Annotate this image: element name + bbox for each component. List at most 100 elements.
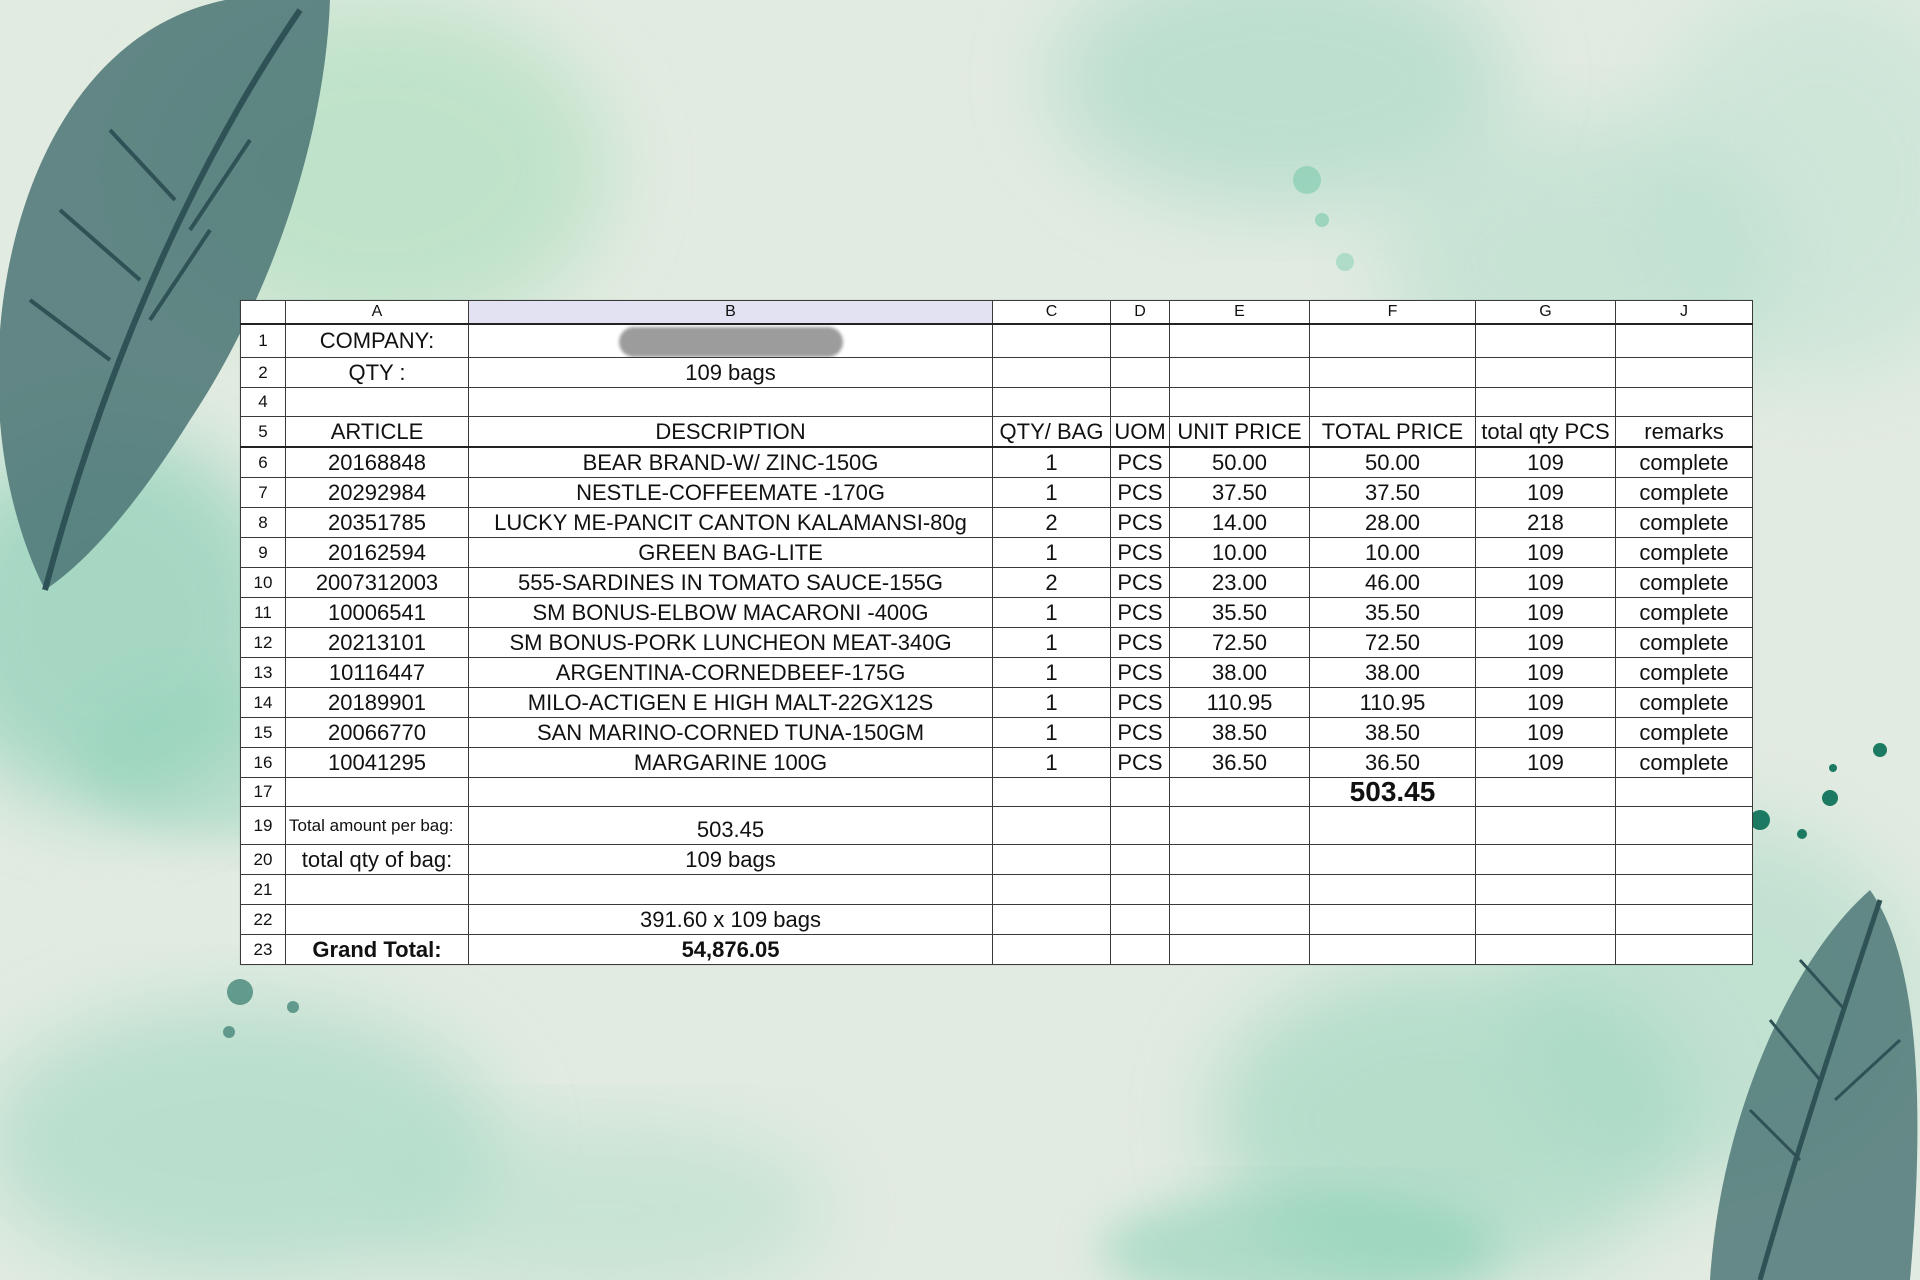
row-number[interactable]: 7 [240, 477, 286, 508]
cell[interactable] [1615, 904, 1753, 935]
total-qty-cell[interactable]: 109 [1475, 657, 1616, 688]
cell[interactable] [285, 777, 469, 807]
cell[interactable] [1309, 806, 1476, 845]
cell[interactable] [1169, 904, 1310, 935]
header-total-price[interactable]: TOTAL PRICE [1309, 416, 1476, 448]
row-number[interactable]: 15 [240, 717, 286, 748]
row-number[interactable]: 14 [240, 687, 286, 718]
qty-cell[interactable]: 1 [992, 477, 1111, 508]
article-cell[interactable]: 10116447 [285, 657, 469, 688]
qty-cell[interactable]: 2 [992, 507, 1111, 538]
cell[interactable] [468, 387, 993, 417]
total-price-cell[interactable]: 110.95 [1309, 687, 1476, 718]
cell[interactable] [1110, 844, 1170, 875]
qty-cell[interactable]: 1 [992, 597, 1111, 628]
column-header-a[interactable]: A [285, 300, 469, 325]
cell[interactable] [1475, 357, 1616, 388]
total-price-cell[interactable]: 36.50 [1309, 747, 1476, 778]
total-qty-cell[interactable]: 109 [1475, 446, 1616, 478]
unit-price-cell[interactable]: 38.00 [1169, 657, 1310, 688]
cell[interactable] [1475, 806, 1616, 845]
description-cell[interactable]: GREEN BAG-LITE [468, 537, 993, 568]
cell[interactable] [1475, 777, 1616, 807]
row-number[interactable]: 23 [240, 934, 286, 965]
total-price-cell[interactable]: 46.00 [1309, 567, 1476, 598]
total-qty-cell[interactable]: 109 [1475, 537, 1616, 568]
article-cell[interactable]: 2007312003 [285, 567, 469, 598]
description-cell[interactable]: ARGENTINA-CORNEDBEEF-175G [468, 657, 993, 688]
uom-cell[interactable]: PCS [1110, 537, 1170, 568]
cell[interactable] [992, 934, 1111, 965]
row-number[interactable]: 2 [240, 357, 286, 388]
calc-text[interactable]: 391.60 x 109 bags [468, 904, 993, 935]
cell[interactable] [992, 904, 1111, 935]
header-total-qty-pcs[interactable]: total qty PCS [1475, 416, 1616, 448]
remarks-cell[interactable]: complete [1615, 507, 1753, 538]
cell[interactable] [1169, 323, 1310, 358]
total-qty-cell[interactable]: 109 [1475, 477, 1616, 508]
column-header-c[interactable]: C [992, 300, 1111, 325]
row-number[interactable]: 4 [240, 387, 286, 417]
qty-cell[interactable]: 1 [992, 687, 1111, 718]
cell[interactable] [992, 777, 1111, 807]
unit-price-cell[interactable]: 50.00 [1169, 446, 1310, 478]
cell[interactable] [992, 323, 1111, 358]
total-qty-bag-label[interactable]: total qty of bag: [285, 844, 469, 875]
company-value[interactable] [468, 323, 993, 358]
cell[interactable] [1169, 777, 1310, 807]
total-qty-cell[interactable]: 218 [1475, 507, 1616, 538]
cell[interactable] [1169, 357, 1310, 388]
cell[interactable] [992, 357, 1111, 388]
total-qty-bag-value[interactable]: 109 bags [468, 844, 993, 875]
cell[interactable] [285, 904, 469, 935]
remarks-cell[interactable]: complete [1615, 446, 1753, 478]
qty-cell[interactable]: 1 [992, 747, 1111, 778]
total-price-cell[interactable]: 72.50 [1309, 627, 1476, 658]
description-cell[interactable]: BEAR BRAND-W/ ZINC-150G [468, 446, 993, 478]
cell[interactable] [1110, 806, 1170, 845]
total-price-cell[interactable]: 38.50 [1309, 717, 1476, 748]
cell[interactable] [1615, 806, 1753, 845]
remarks-cell[interactable]: complete [1615, 597, 1753, 628]
unit-price-cell[interactable]: 72.50 [1169, 627, 1310, 658]
row-number[interactable]: 16 [240, 747, 286, 778]
cell[interactable] [1615, 844, 1753, 875]
total-qty-cell[interactable]: 109 [1475, 567, 1616, 598]
sum-total[interactable]: 503.45 [1309, 777, 1476, 807]
cell[interactable] [1110, 357, 1170, 388]
cell[interactable] [1475, 904, 1616, 935]
description-cell[interactable]: 555-SARDINES IN TOMATO SAUCE-155G [468, 567, 993, 598]
unit-price-cell[interactable]: 35.50 [1169, 597, 1310, 628]
row-number[interactable]: 13 [240, 657, 286, 688]
header-remarks[interactable]: remarks [1615, 416, 1753, 448]
cell[interactable] [1169, 387, 1310, 417]
cell[interactable] [1615, 777, 1753, 807]
qty-cell[interactable]: 1 [992, 446, 1111, 478]
unit-price-cell[interactable]: 110.95 [1169, 687, 1310, 718]
cell[interactable] [1169, 844, 1310, 875]
remarks-cell[interactable]: complete [1615, 657, 1753, 688]
cell[interactable] [1169, 934, 1310, 965]
total-qty-cell[interactable]: 109 [1475, 627, 1616, 658]
total-price-cell[interactable]: 50.00 [1309, 446, 1476, 478]
header-article[interactable]: ARTICLE [285, 416, 469, 448]
cell[interactable] [1309, 844, 1476, 875]
cell[interactable] [992, 844, 1111, 875]
article-cell[interactable]: 10041295 [285, 747, 469, 778]
company-label[interactable]: COMPANY: [285, 323, 469, 358]
total-per-bag-value[interactable]: 503.45 [468, 806, 993, 845]
qty-cell[interactable]: 2 [992, 567, 1111, 598]
grand-total-value[interactable]: 54,876.05 [468, 934, 993, 965]
article-cell[interactable]: 20168848 [285, 446, 469, 478]
total-price-cell[interactable]: 35.50 [1309, 597, 1476, 628]
uom-cell[interactable]: PCS [1110, 627, 1170, 658]
cell[interactable] [1615, 357, 1753, 388]
row-number[interactable]: 20 [240, 844, 286, 875]
cell[interactable] [992, 806, 1111, 845]
cell[interactable] [285, 874, 469, 905]
qty-cell[interactable]: 1 [992, 717, 1111, 748]
remarks-cell[interactable]: complete [1615, 747, 1753, 778]
description-cell[interactable]: NESTLE-COFFEEMATE -170G [468, 477, 993, 508]
row-number[interactable]: 11 [240, 597, 286, 628]
article-cell[interactable]: 20162594 [285, 537, 469, 568]
